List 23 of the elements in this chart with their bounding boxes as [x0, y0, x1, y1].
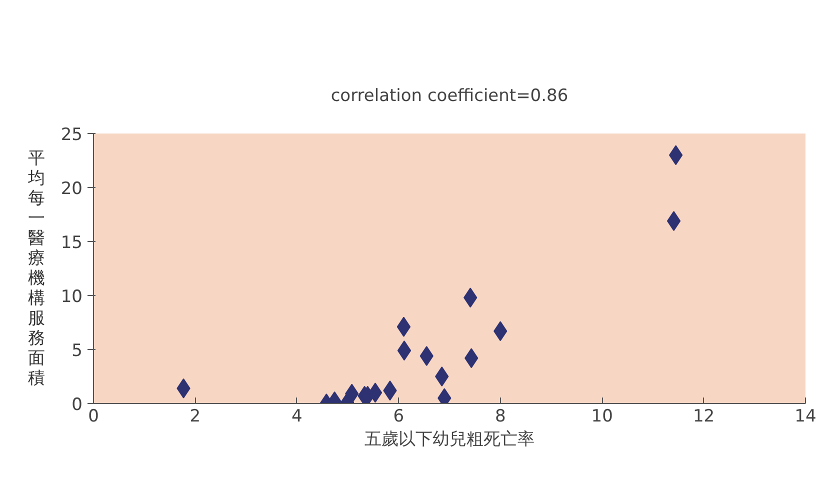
point [397, 340, 412, 361]
x-tick-label: 14 [794, 406, 816, 426]
y-tick-label: 20 [60, 179, 83, 199]
x-tick-label: 4 [292, 406, 302, 426]
point [368, 382, 382, 403]
point [396, 316, 411, 337]
x-axis-title: 五歲以下幼兒粗死亡率 [364, 430, 534, 450]
x-tick-label: 2 [190, 406, 201, 426]
x-tick-label: 10 [591, 406, 613, 426]
y-tick-label: 25 [60, 125, 83, 145]
x-tick-label: 8 [494, 406, 506, 426]
text: 平均每一醫療機構服務面積 [28, 148, 46, 388]
y-tick-label: 15 [60, 233, 83, 253]
y-tick-label: 10 [60, 287, 83, 307]
point [345, 384, 359, 404]
y-tick-label: 5 [72, 341, 83, 361]
x-tick-label: 6 [393, 406, 404, 426]
x-tick-label: 0 [88, 406, 99, 426]
chart-title: correlation coefficient=0.86 [330, 86, 568, 106]
x-tick-label: 12 [692, 406, 715, 426]
point [435, 366, 449, 386]
point [668, 145, 683, 166]
point [666, 210, 681, 231]
